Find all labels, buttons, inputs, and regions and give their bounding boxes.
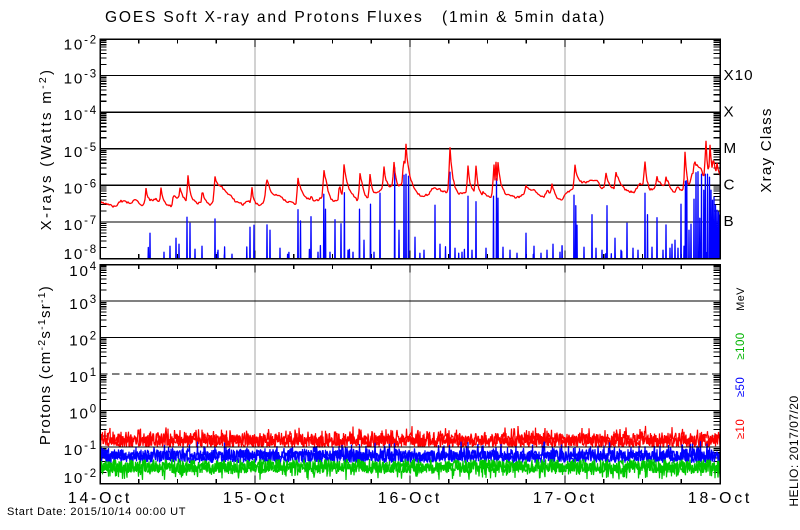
svg-text:100: 100 bbox=[69, 404, 98, 423]
svg-text:Protons (cm-2s-1sr-1): Protons (cm-2s-1sr-1) bbox=[36, 285, 54, 445]
svg-text:M: M bbox=[724, 140, 738, 157]
svg-text:HELIO: 2017/07/20: HELIO: 2017/07/20 bbox=[787, 395, 800, 506]
svg-text:B: B bbox=[724, 213, 735, 230]
svg-text:103: 103 bbox=[69, 294, 98, 313]
svg-text:104: 104 bbox=[69, 261, 98, 280]
svg-text:≥10: ≥10 bbox=[735, 419, 747, 439]
svg-text:102: 102 bbox=[69, 331, 98, 350]
svg-text:15-Oct: 15-Oct bbox=[223, 490, 287, 507]
svg-text:16-Oct: 16-Oct bbox=[378, 490, 442, 507]
svg-text:18-Oct: 18-Oct bbox=[688, 490, 752, 507]
svg-text:≥100: ≥100 bbox=[735, 332, 747, 359]
svg-text:X: X bbox=[724, 103, 735, 120]
svg-text:GOES Soft X-ray and Protons Fl: GOES Soft X-ray and Protons Fluxes (1min… bbox=[105, 9, 606, 26]
svg-text:Xray Class: Xray Class bbox=[758, 107, 775, 192]
svg-text:101: 101 bbox=[69, 367, 98, 386]
svg-text:≥50: ≥50 bbox=[735, 377, 747, 397]
svg-text:C: C bbox=[724, 177, 736, 194]
svg-text:X-rays (Watts m-2): X-rays (Watts m-2) bbox=[37, 68, 55, 231]
svg-text:MeV: MeV bbox=[735, 287, 747, 311]
svg-text:Start Date: 2015/10/14 00:00 U: Start Date: 2015/10/14 00:00 UT bbox=[7, 506, 186, 518]
svg-text:X10: X10 bbox=[724, 67, 754, 84]
svg-text:14-Oct: 14-Oct bbox=[68, 490, 132, 507]
svg-text:17-Oct: 17-Oct bbox=[533, 490, 597, 507]
